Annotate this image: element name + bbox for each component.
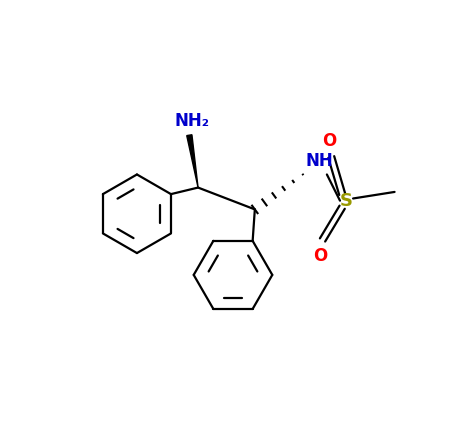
Text: O: O <box>322 133 336 150</box>
Text: NH₂: NH₂ <box>174 112 209 130</box>
Polygon shape <box>187 135 198 187</box>
Text: NH: NH <box>305 152 333 170</box>
Text: S: S <box>340 192 353 210</box>
Text: O: O <box>313 247 328 264</box>
